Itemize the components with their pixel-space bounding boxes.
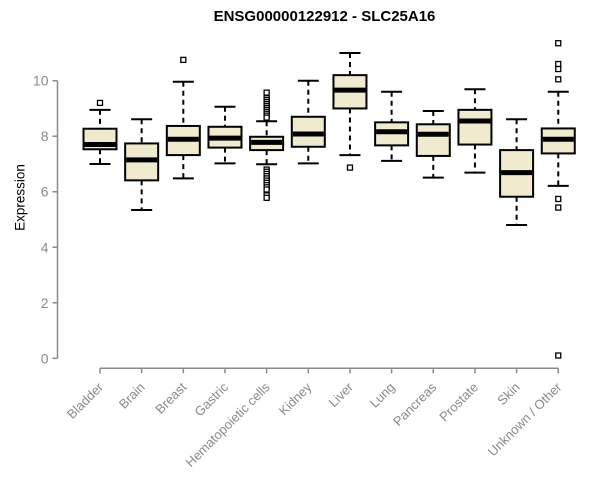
outlier-point: [555, 195, 562, 203]
y-tick-label: 0: [41, 350, 49, 366]
x-axis-label: Skin: [494, 380, 522, 408]
chart-title: ENSG00000122912 - SLC25A16: [213, 8, 436, 25]
outlier-point: [555, 60, 562, 68]
x-axis-label: Gastric: [191, 379, 231, 419]
outlier-point: [555, 40, 562, 47]
box: [457, 108, 493, 146]
outlier-point: [263, 186, 270, 193]
x-axis-label: Prostate: [436, 380, 481, 425]
box: [415, 123, 451, 157]
y-tick-label: 8: [41, 128, 49, 144]
x-axis-label: Unknown / Other: [485, 379, 565, 459]
x-axis-label: Lung: [367, 380, 398, 411]
outlier-point: [263, 114, 270, 121]
outlier-point: [555, 65, 562, 73]
outlier-point: [180, 56, 187, 64]
outlier-point: [555, 352, 562, 359]
outlier-point: [96, 99, 104, 107]
outlier-point: [555, 76, 562, 83]
x-axis-label: Liver: [326, 379, 357, 410]
outlier-point: [263, 194, 270, 201]
y-tick-label: 4: [41, 239, 49, 255]
x-axis-label: Kidney: [276, 379, 315, 418]
x-axis-label: Pancreas: [390, 379, 440, 429]
outlier-point: [346, 164, 354, 171]
x-axis-label: Brain: [116, 380, 148, 412]
x-axis-label: Bladder: [64, 379, 107, 422]
outlier-point: [263, 89, 270, 96]
x-axis-label: Breast: [152, 379, 189, 416]
y-tick-label: 10: [33, 73, 49, 89]
outlier-point: [555, 204, 562, 211]
y-tick-label: 6: [41, 184, 49, 200]
y-tick-label: 2: [41, 295, 49, 311]
